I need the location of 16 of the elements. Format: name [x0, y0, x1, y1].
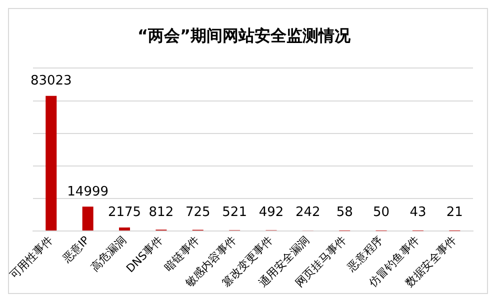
data-label: 83023 — [30, 74, 72, 89]
data-label: 812 — [148, 204, 174, 220]
data-label: 21 — [446, 204, 463, 220]
data-label: 492 — [258, 204, 284, 220]
data-label: 725 — [185, 204, 210, 220]
data-label: 43 — [410, 204, 426, 220]
data-label: 242 — [296, 204, 320, 220]
bar — [119, 227, 130, 230]
bar — [82, 206, 94, 230]
data-label: 521 — [222, 204, 247, 220]
data-label: 58 — [336, 204, 353, 220]
data-label: 14999 — [67, 184, 109, 200]
data-label: 50 — [373, 204, 390, 220]
data-label: 2175 — [108, 204, 142, 220]
chart-title: “两会”期间网站安全监测情况 — [137, 26, 352, 45]
bar — [46, 96, 57, 230]
